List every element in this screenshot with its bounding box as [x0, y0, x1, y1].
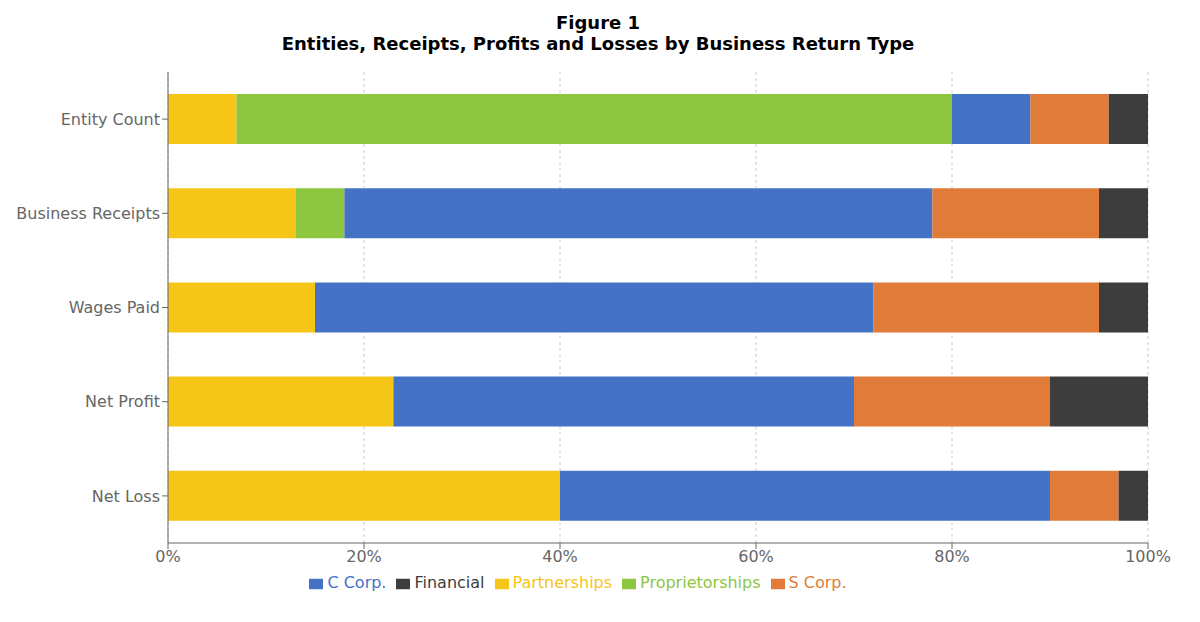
svg-text:40%: 40% — [542, 547, 578, 566]
svg-text:Net Profit: Net Profit — [85, 392, 160, 411]
svg-text:80%: 80% — [934, 547, 970, 566]
svg-text:20%: 20% — [346, 547, 382, 566]
svg-text:0%: 0% — [155, 547, 180, 566]
html-text:Partnerships: Partnerships — [512, 573, 613, 592]
svg-text:Wages Paid: Wages Paid — [69, 298, 160, 317]
svg-text:Entity Count: Entity Count — [61, 110, 160, 129]
html-text:Figure 1: Figure 1 — [556, 12, 640, 33]
html-text:C Corp.: C Corp. — [327, 573, 387, 592]
html-text:Entities, Receipts, Profits an: Entities, Receipts, Profits and Losses b… — [281, 33, 915, 54]
html-text:S Corp.: S Corp. — [788, 573, 847, 592]
svg-text:Net Loss: Net Loss — [92, 487, 160, 506]
html-text:Financial: Financial — [414, 573, 485, 592]
svg-text:Business Receipts: Business Receipts — [16, 204, 160, 223]
html-text:Proprietorships: Proprietorships — [640, 573, 761, 592]
svg-text:100%: 100% — [1125, 547, 1171, 566]
svg-text:60%: 60% — [738, 547, 774, 566]
